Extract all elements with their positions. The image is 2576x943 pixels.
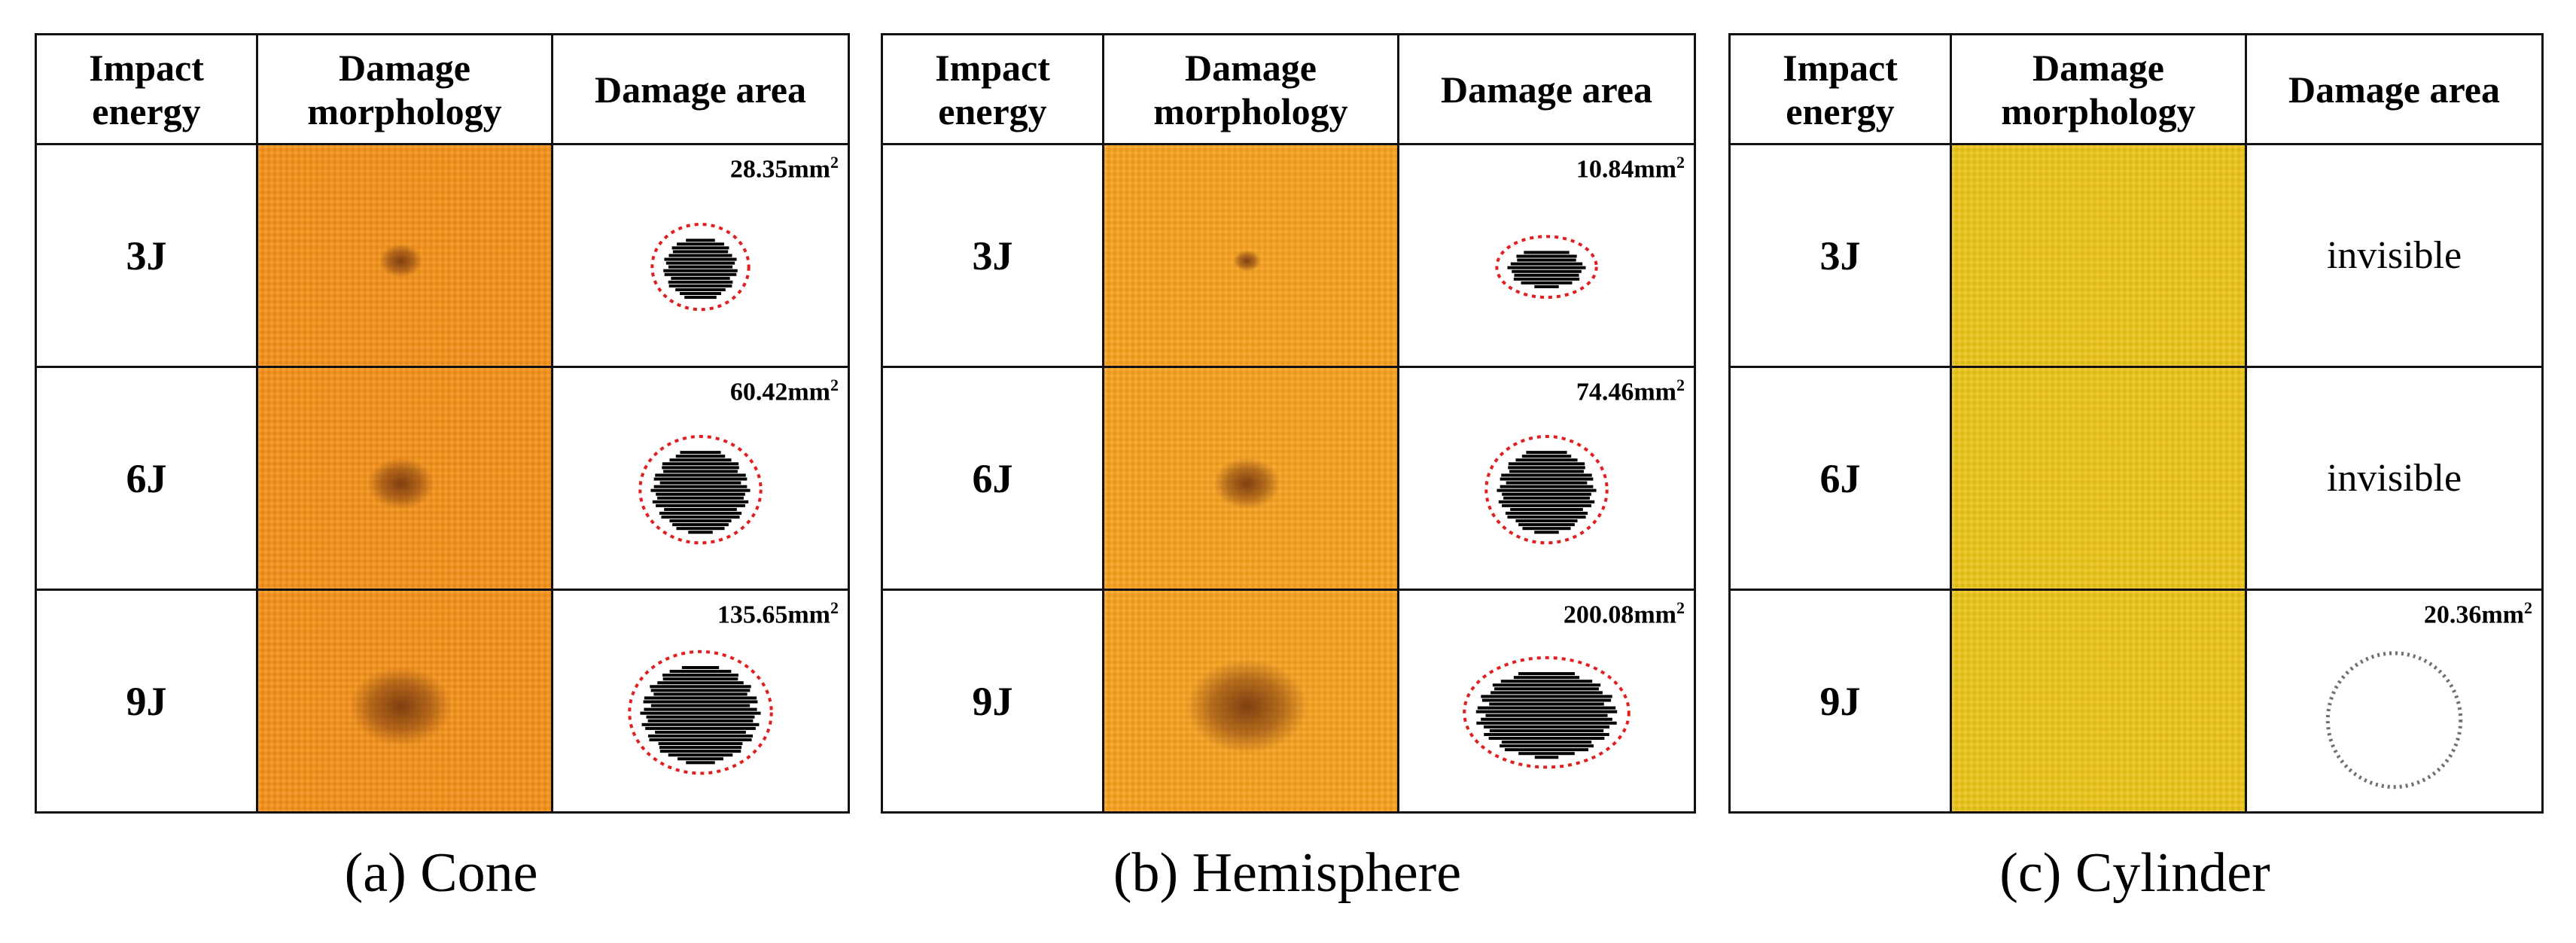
damage-ring [2325,651,2463,789]
damage-area-invisible: invisible [2245,366,2544,591]
damage-silhouette [628,649,773,775]
damage-table-cylinder: Impact energy Damage morphology Damage a… [1728,33,2544,814]
fabric-photo [258,368,551,589]
damage-photo [1102,366,1399,591]
energy-label: 3J [1728,143,1952,368]
energy-label: 9J [881,589,1104,814]
area-value: 74.46mm2 [1576,376,1685,406]
energy-label: 6J [881,366,1104,591]
header-impact-energy: Impact energy [1728,33,1952,145]
damage-photo [256,143,553,368]
header-damage-area: Damage area [2245,33,2544,145]
dashed-outline [650,223,751,312]
area-value: 10.84mm2 [1576,153,1685,184]
damage-photo [256,589,553,814]
panel-cylinder: Impact energy Damage morphology Damage a… [1728,33,2544,814]
fabric-photo [1952,368,2245,589]
damage-area-cell: 74.46mm2 [1397,366,1696,591]
header-damage-morphology: Damage morphology [1102,33,1399,145]
damage-silhouette [650,223,751,312]
impact-dent [1233,250,1261,272]
damage-table-hemisphere: Impact energy Damage morphology Damage a… [881,33,1696,814]
fabric-photo [1104,591,1397,811]
damage-area-cell: 10.84mm2 [1397,143,1696,368]
header-damage-area: Damage area [1397,33,1696,145]
header-damage-morphology: Damage morphology [1950,33,2247,145]
energy-label: 3J [35,143,258,368]
header-damage-morphology: Damage morphology [256,33,553,145]
damage-area-cell: 28.35mm2 [551,143,850,368]
area-value: 60.42mm2 [729,376,839,406]
area-value: 28.35mm2 [729,153,839,184]
caption-cone: (a) Cone [344,842,538,904]
impact-dent [1213,458,1280,510]
damage-silhouette [1463,656,1631,769]
damage-photo [1950,589,2247,814]
fabric-photo [1952,591,2245,811]
energy-label: 3J [881,143,1104,368]
fabric-photo [1104,145,1397,366]
damage-blob [640,666,761,765]
area-value: 135.65mm2 [717,598,839,629]
dashed-outline [1495,235,1598,300]
energy-label: 6J [1728,366,1952,591]
damage-blob [1497,451,1597,534]
area-value: 20.36mm2 [2423,598,2532,629]
fabric-photo [258,591,551,811]
area-value: 200.08mm2 [1563,598,1685,629]
damage-area-cell: 135.65mm2 [551,589,850,814]
damage-silhouette [2325,651,2463,789]
damage-blob [650,451,751,534]
header-impact-energy: Impact energy [35,33,258,145]
energy-label: 9J [35,589,258,814]
panel-cone: Impact energy Damage morphology Damage a… [35,33,850,814]
damage-silhouette [638,434,763,545]
fabric-photo [258,145,551,366]
fabric-photo [1952,145,2245,366]
damage-photo [1102,589,1399,814]
header-damage-area: Damage area [551,33,850,145]
caption-cylinder: (c) Cylinder [1999,842,2270,904]
dashed-outline [1463,656,1631,769]
energy-label: 6J [35,366,258,591]
damage-area-cell: 200.08mm2 [1397,589,1696,814]
impact-dent [350,667,452,747]
damage-area-cell: 20.36mm2 [2245,589,2544,814]
header-impact-energy: Impact energy [881,33,1104,145]
damage-photo [1950,366,2247,591]
damage-blob [663,239,738,300]
damage-blob [1475,672,1618,759]
damage-area-cell: 60.42mm2 [551,366,850,591]
energy-label: 9J [1728,589,1952,814]
impact-dent [367,458,434,510]
panel-hemisphere: Impact energy Damage morphology Damage a… [881,33,1696,814]
fabric-photo [1104,368,1397,589]
damage-photo [1950,143,2247,368]
damage-photo [256,366,553,591]
damage-area-invisible: invisible [2245,143,2544,368]
caption-hemisphere: (b) Hemisphere [1113,842,1462,904]
damage-silhouette [1484,434,1609,545]
damage-table-cone: Impact energy Damage morphology Damage a… [35,33,850,814]
impact-dent [379,244,423,278]
damage-photo [1102,143,1399,368]
impact-dent [1186,659,1308,754]
damage-silhouette [1495,235,1598,300]
damage-blob [1507,251,1586,288]
